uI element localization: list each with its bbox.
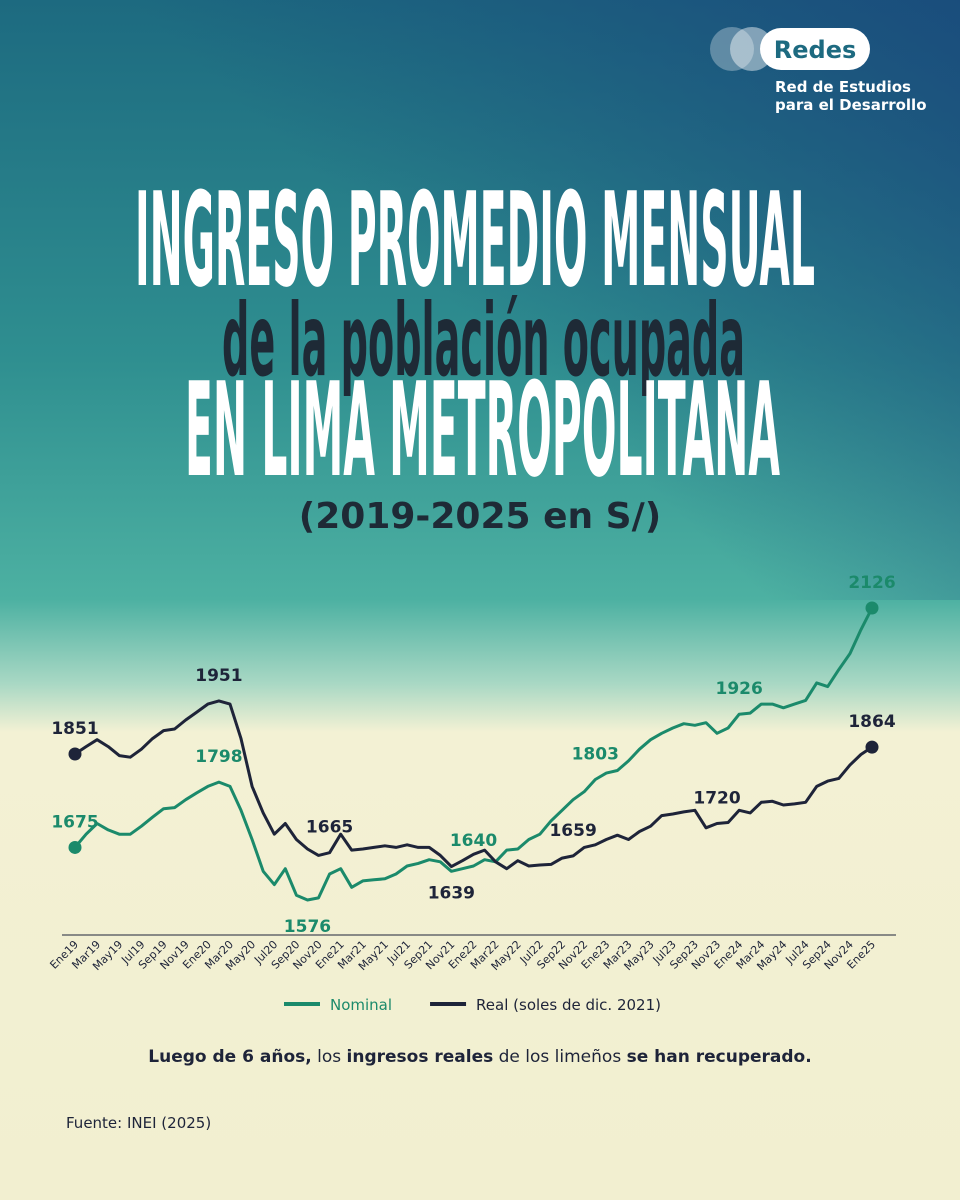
- note-part: de los limeños: [493, 1047, 626, 1067]
- end-point: [68, 747, 82, 761]
- legend-label: Nominal: [330, 996, 392, 1014]
- background-shade: [0, 0, 960, 600]
- end-point: [865, 601, 879, 615]
- data-label: 1576: [284, 917, 331, 937]
- logo-circle: [730, 27, 774, 71]
- data-label: 1640: [450, 831, 497, 851]
- data-label: 1720: [693, 789, 740, 809]
- end-point: [865, 740, 879, 754]
- title-line: de la población ocupada: [222, 282, 745, 399]
- data-label: 2126: [848, 573, 895, 593]
- series-line: [73, 607, 874, 902]
- data-label: 1951: [195, 666, 242, 686]
- data-label: 1864: [848, 712, 895, 732]
- data-label: 1639: [428, 884, 475, 904]
- data-label: 1803: [572, 744, 619, 764]
- data-label: 1798: [195, 747, 242, 767]
- data-label: 1926: [716, 679, 763, 699]
- note-part: ingresos reales: [347, 1047, 494, 1067]
- source: Fuente: INEI (2025): [66, 1114, 211, 1132]
- title-line: INGRESO PROMEDIO MENSUAL: [135, 164, 815, 316]
- logo-name: Redes: [774, 36, 857, 64]
- logo-pill: [760, 28, 870, 70]
- logo-tagline: para el Desarrollo: [775, 96, 927, 114]
- subtitle: (2019-2025 en S/): [299, 496, 661, 537]
- note-part: los: [312, 1047, 347, 1067]
- legend-label: Real (soles de dic. 2021): [476, 996, 661, 1014]
- data-label: 1665: [306, 818, 353, 838]
- data-label: 1851: [51, 719, 98, 739]
- data-label: 1659: [549, 821, 596, 841]
- title-line: EN LIMA METROPOLITANA: [185, 354, 780, 506]
- series-line: [74, 699, 873, 871]
- note-part: Luego de 6 años,: [148, 1047, 311, 1067]
- data-label: 1675: [51, 812, 98, 832]
- end-point: [68, 840, 82, 854]
- logo-circle: [710, 27, 754, 71]
- note: Luego de 6 años, los ingresos reales de …: [148, 1047, 811, 1067]
- logo-tagline: Red de Estudios: [775, 78, 911, 96]
- note-part: se han recuperado.: [627, 1047, 812, 1067]
